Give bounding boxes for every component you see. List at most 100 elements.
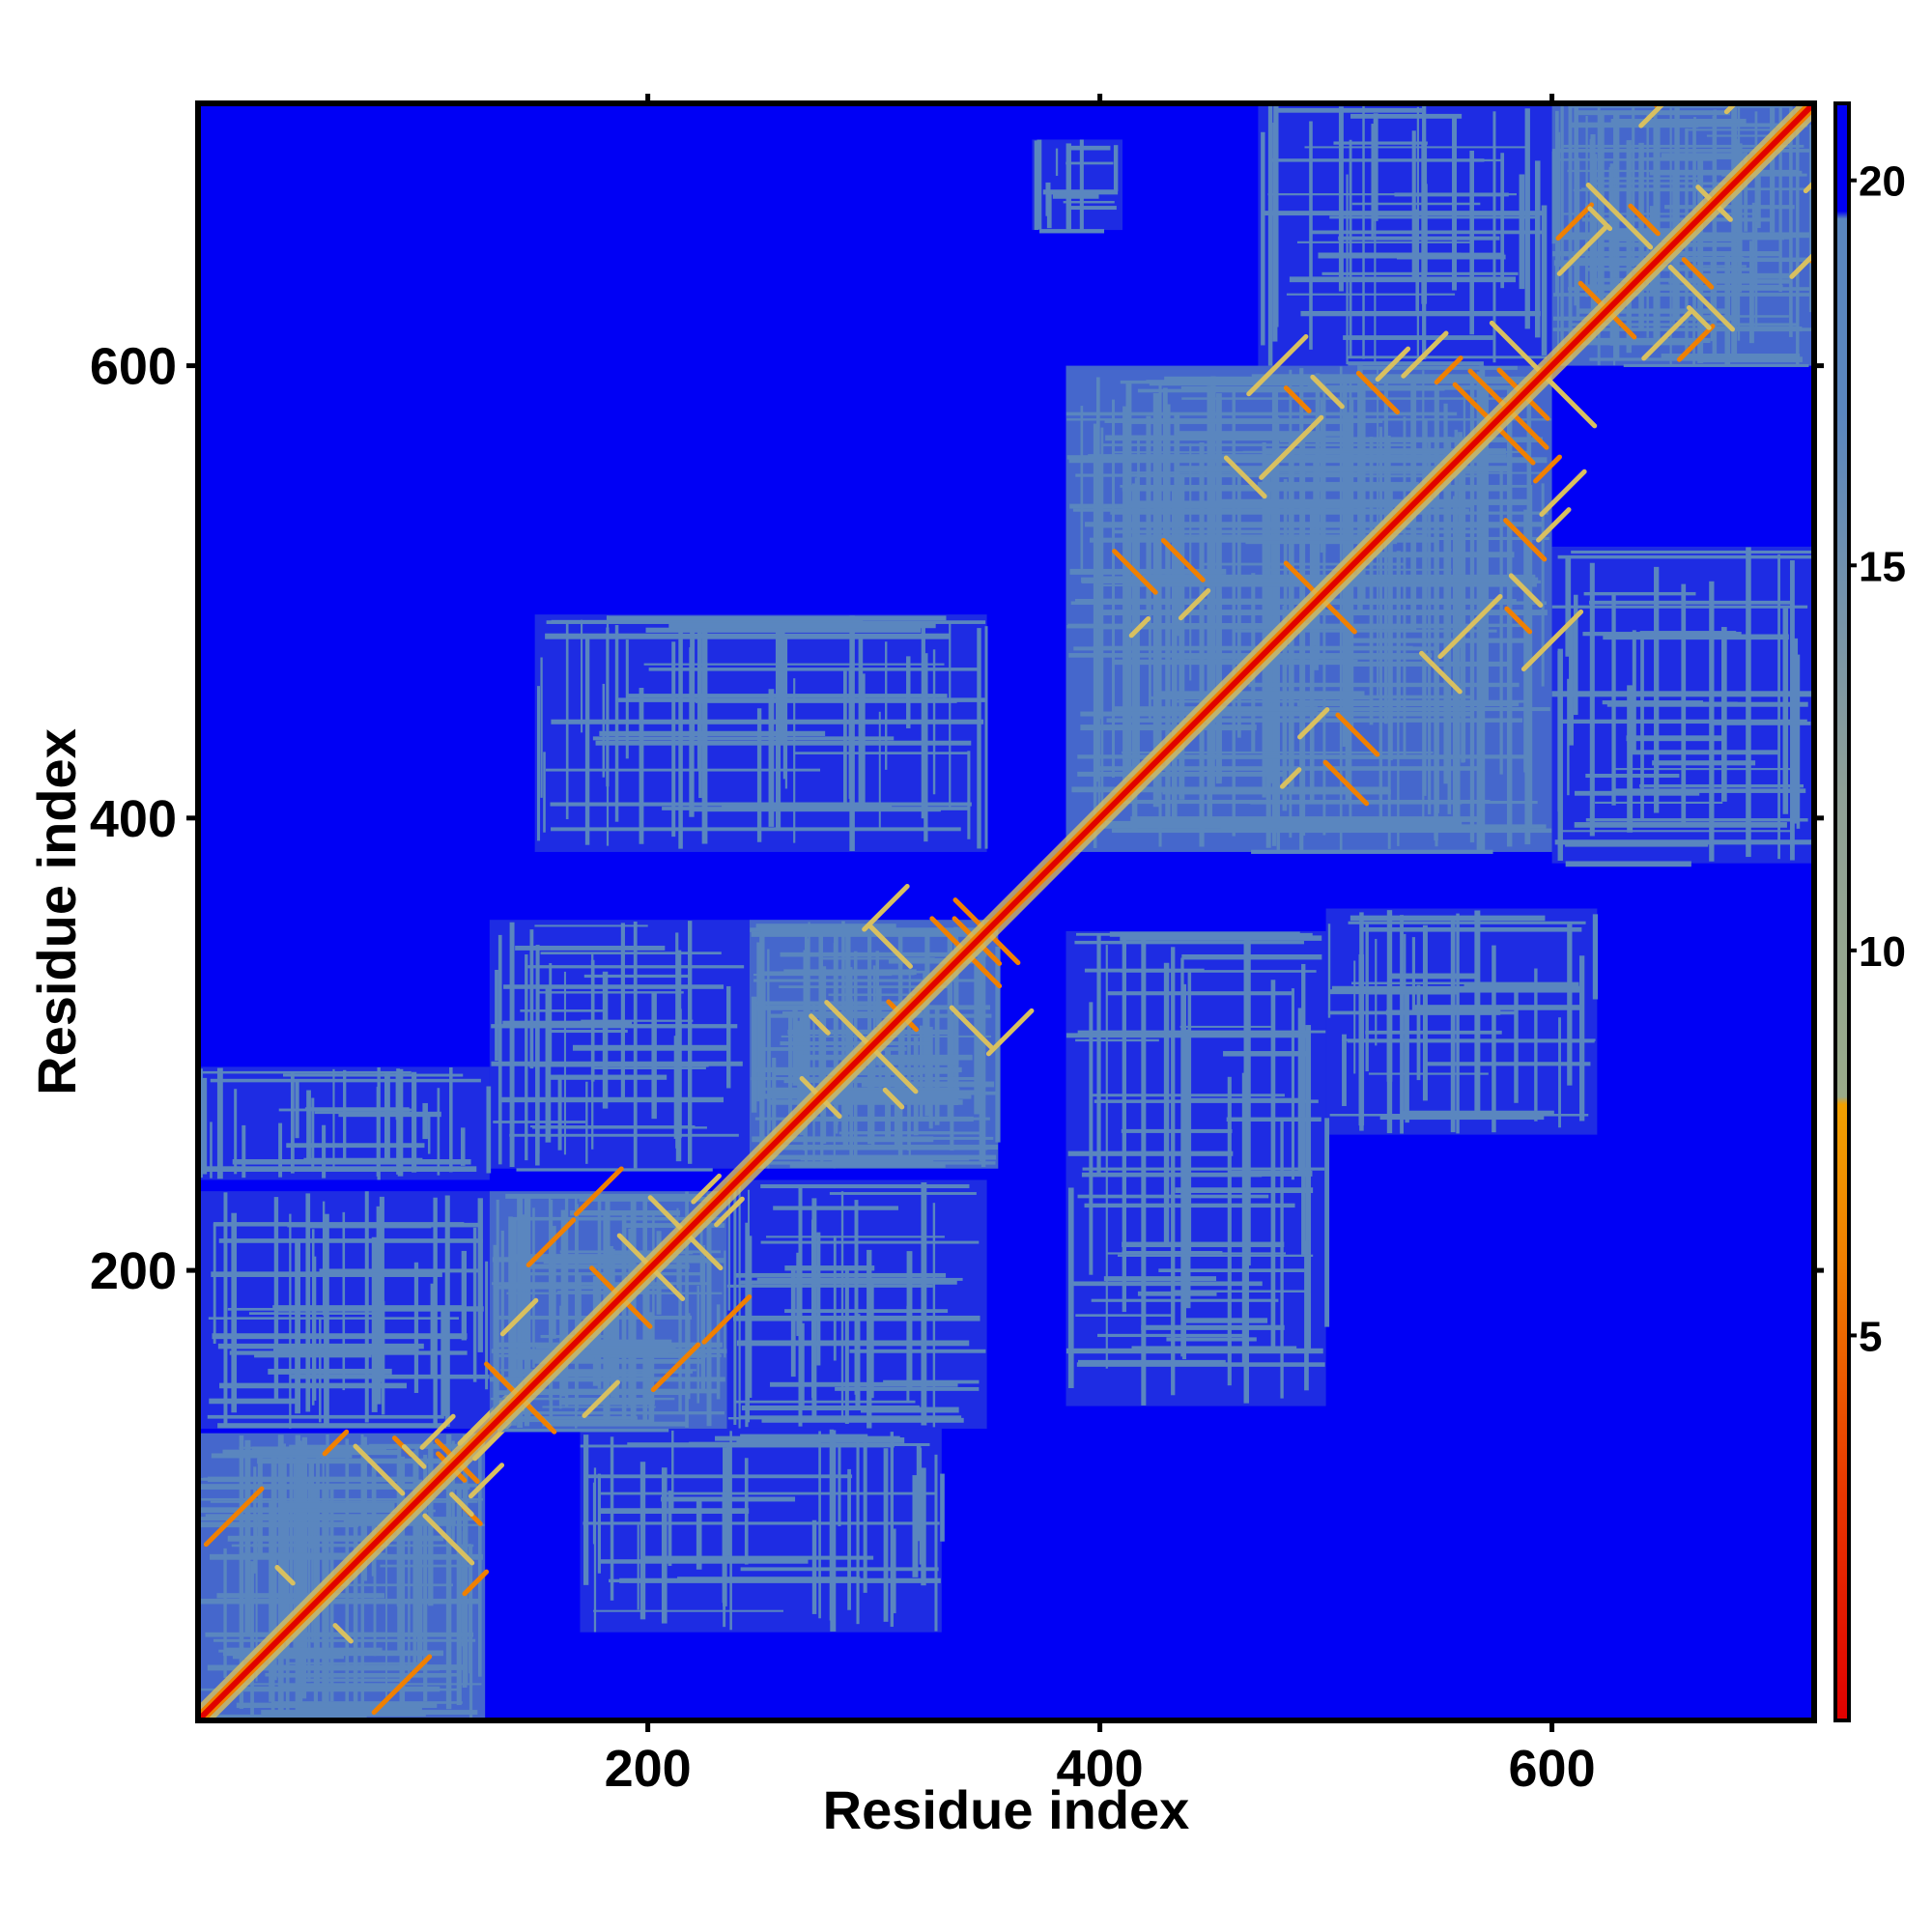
contact-streak: [1289, 276, 1517, 283]
contact-streak: [1131, 1346, 1297, 1350]
contact-streak: [1327, 1010, 1516, 1015]
contact-streak: [582, 1521, 940, 1525]
contact-streak: [1554, 839, 1812, 845]
contact-streak: [278, 1108, 412, 1112]
contact-streak: [1553, 260, 1654, 267]
contact-streak: [769, 1099, 963, 1105]
contact-streak: [379, 1196, 384, 1382]
contact-streak: [408, 1537, 411, 1682]
contact-streak: [1685, 128, 1773, 131]
contact-streak: [1199, 441, 1205, 847]
contact-streak: [437, 1088, 440, 1176]
colorbar-gradient: [1833, 101, 1851, 1722]
contact-streak: [1226, 1117, 1321, 1122]
contact-streak: [1556, 262, 1559, 364]
contact-streak: [1565, 842, 1709, 847]
contact-streak: [222, 1449, 400, 1456]
contact-streak: [1600, 111, 1605, 307]
contact-streak: [1172, 1290, 1311, 1293]
contact-streak: [620, 923, 625, 1102]
contact-streak: [780, 952, 987, 957]
contact-streak: [599, 730, 826, 736]
contact-streak: [1153, 691, 1365, 697]
contact-streak: [800, 1068, 952, 1074]
contact-streak: [1120, 935, 1322, 941]
contact-line: [1628, 203, 1661, 237]
contact-streak: [342, 1211, 346, 1391]
contact-streak: [1081, 1172, 1263, 1178]
contact-streak: [1601, 228, 1685, 234]
contact-streak: [1756, 145, 1761, 229]
contact-streak: [1052, 193, 1099, 199]
contact-streak: [210, 1078, 481, 1083]
contact-streak: [840, 1191, 844, 1416]
contact-streak: [1333, 141, 1428, 145]
contact-streak: [760, 1183, 970, 1189]
contact-streak: [581, 1019, 694, 1022]
contact-streak: [756, 942, 760, 1102]
contact-streak: [199, 1484, 470, 1490]
contact-streak: [1595, 801, 1723, 805]
contact-streak: [609, 1578, 804, 1583]
contact-streak: [867, 1249, 872, 1429]
contact-streak: [231, 1544, 474, 1548]
contact-streak: [290, 1073, 295, 1174]
contact-streak: [1606, 701, 1808, 707]
contact-streak: [1592, 914, 1599, 1000]
contact-streak: [306, 1090, 311, 1161]
contact-streak: [223, 1548, 227, 1678]
contact-streak: [1591, 177, 1703, 181]
contact-streak: [499, 1369, 696, 1372]
contact-streak: [1176, 431, 1347, 437]
contact-streak: [228, 1683, 482, 1686]
contact-line: [203, 1486, 265, 1548]
contact-streak: [1526, 380, 1532, 765]
contact-streak: [830, 1430, 837, 1632]
contact-streak: [508, 1216, 513, 1406]
contact-streak: [642, 1194, 648, 1423]
contact-streak: [422, 1102, 428, 1140]
contact-streak: [751, 1076, 983, 1081]
contact-streak: [1613, 293, 1790, 296]
heatmap-area: [198, 103, 1814, 1720]
contact-streak: [234, 1089, 238, 1175]
contact-streak: [1744, 152, 1748, 232]
contact-streak: [272, 1305, 465, 1311]
contact-streak: [1084, 1203, 1295, 1208]
contact-streak: [1574, 104, 1579, 306]
contact-streak: [648, 1312, 655, 1422]
contact-streak: [508, 1373, 654, 1378]
contact-line: [867, 923, 913, 969]
domain-block: [1065, 365, 1552, 854]
contact-line: [1541, 373, 1598, 429]
contact-streak: [1623, 357, 1776, 360]
contact-streak: [1075, 473, 1358, 477]
contact-streak: [921, 1467, 926, 1586]
contact-streak: [516, 1168, 713, 1172]
contact-streak: [1100, 427, 1104, 819]
contact-streak: [593, 1609, 783, 1612]
contact-streak: [1790, 560, 1795, 861]
contact-streak: [210, 1122, 213, 1179]
contact-streak: [592, 1482, 596, 1545]
contact-streak: [542, 1406, 656, 1408]
contact-streak: [1499, 469, 1503, 775]
contact-streak: [535, 1024, 540, 1166]
contact-streak: [675, 950, 682, 1162]
contact-streak: [1484, 384, 1489, 702]
contact-streak: [299, 1707, 422, 1714]
contact-streak: [201, 1497, 483, 1501]
contact-streak: [751, 1154, 997, 1160]
contact-line: [882, 1087, 905, 1110]
contact-streak: [544, 1371, 694, 1374]
contact-streak: [384, 1073, 390, 1162]
contact-line: [1467, 368, 1533, 434]
contact-streak: [842, 1065, 849, 1147]
contact-streak: [1177, 657, 1428, 660]
contact-streak: [779, 629, 785, 743]
contact-streak: [1080, 724, 1257, 731]
contact-streak: [219, 1382, 407, 1389]
contact-streak: [222, 1650, 443, 1657]
contact-line: [353, 1443, 406, 1496]
